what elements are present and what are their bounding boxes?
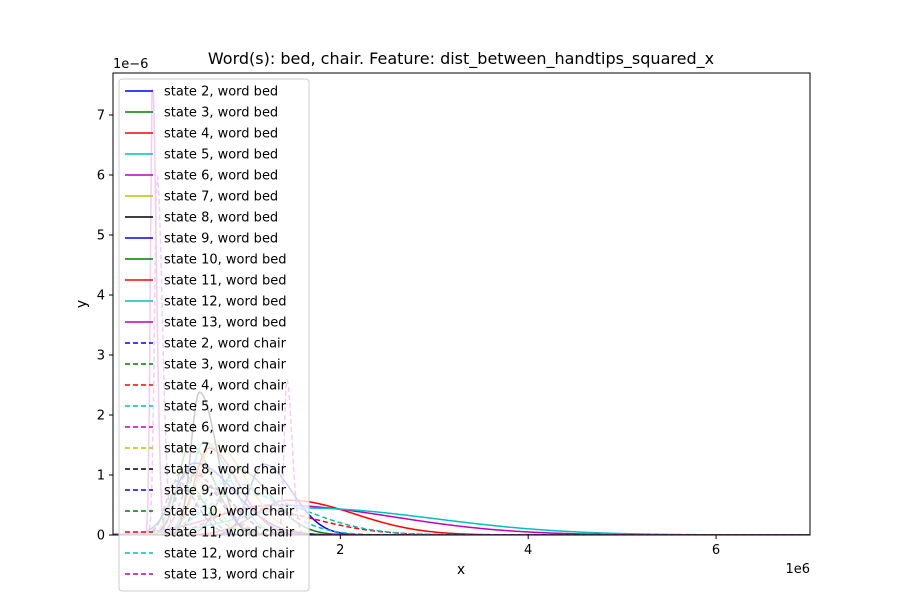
x-tick-label: 2 bbox=[336, 543, 344, 558]
legend-label: state 4, word chair bbox=[164, 379, 287, 394]
chart-title: Word(s): bed, chair. Feature: dist_betwe… bbox=[208, 49, 714, 69]
legend-label: state 10, word chair bbox=[164, 505, 295, 520]
ticks-layer: 2 4 6 0 1 2 3 4 5 6 7 bbox=[97, 109, 720, 559]
y-tick-label: 3 bbox=[97, 349, 105, 364]
legend-label: state 6, word chair bbox=[164, 421, 287, 436]
legend-label: state 5, word chair bbox=[164, 400, 287, 415]
x-tick-label: 4 bbox=[524, 543, 532, 558]
x-tick-label: 6 bbox=[712, 543, 720, 558]
y-tick-label: 7 bbox=[97, 109, 105, 124]
legend-box bbox=[118, 78, 310, 592]
y-tick-label: 5 bbox=[97, 229, 105, 244]
legend-label: state 5, word bed bbox=[164, 148, 278, 163]
plot-frame bbox=[112, 72, 811, 536]
legend-label: state 11, word bed bbox=[164, 274, 286, 289]
legend-label: state 2, word bed bbox=[164, 85, 278, 100]
legend-label: state 7, word bed bbox=[164, 190, 278, 205]
legend-label: state 9, word chair bbox=[164, 484, 287, 499]
x-axis-offset-label: 1e6 bbox=[785, 562, 810, 577]
y-tick-label: 0 bbox=[97, 529, 105, 544]
y-axis-offset-label: 1e−6 bbox=[113, 57, 148, 72]
legend-label: state 11, word chair bbox=[164, 526, 295, 541]
y-tick-label: 6 bbox=[97, 169, 105, 184]
legend-label: state 3, word bed bbox=[164, 106, 278, 121]
legend: state 2, word bed state 3, word bed state … bbox=[118, 78, 310, 592]
y-tick-label: 4 bbox=[97, 289, 105, 304]
x-axis-label: x bbox=[457, 562, 465, 578]
y-tick-label: 2 bbox=[97, 409, 105, 424]
legend-label: state 9, word bed bbox=[164, 232, 278, 247]
legend-label: state 8, word chair bbox=[164, 463, 287, 478]
y-axis-label: y bbox=[74, 300, 90, 308]
legend-label: state 13, word chair bbox=[164, 568, 295, 583]
legend-label: state 3, word chair bbox=[164, 358, 287, 373]
legend-label: state 12, word chair bbox=[164, 547, 295, 562]
y-tick-label: 1 bbox=[97, 469, 105, 484]
legend-label: state 12, word bed bbox=[164, 295, 286, 310]
legend-label: state 7, word chair bbox=[164, 442, 287, 457]
legend-label: state 6, word bed bbox=[164, 169, 278, 184]
legend-label: state 4, word bed bbox=[164, 127, 278, 142]
legend-label: state 10, word bed bbox=[164, 253, 286, 268]
legend-label: state 13, word bed bbox=[164, 316, 286, 331]
legend-label: state 2, word chair bbox=[164, 337, 287, 352]
legend-label: state 8, word bed bbox=[164, 211, 278, 226]
